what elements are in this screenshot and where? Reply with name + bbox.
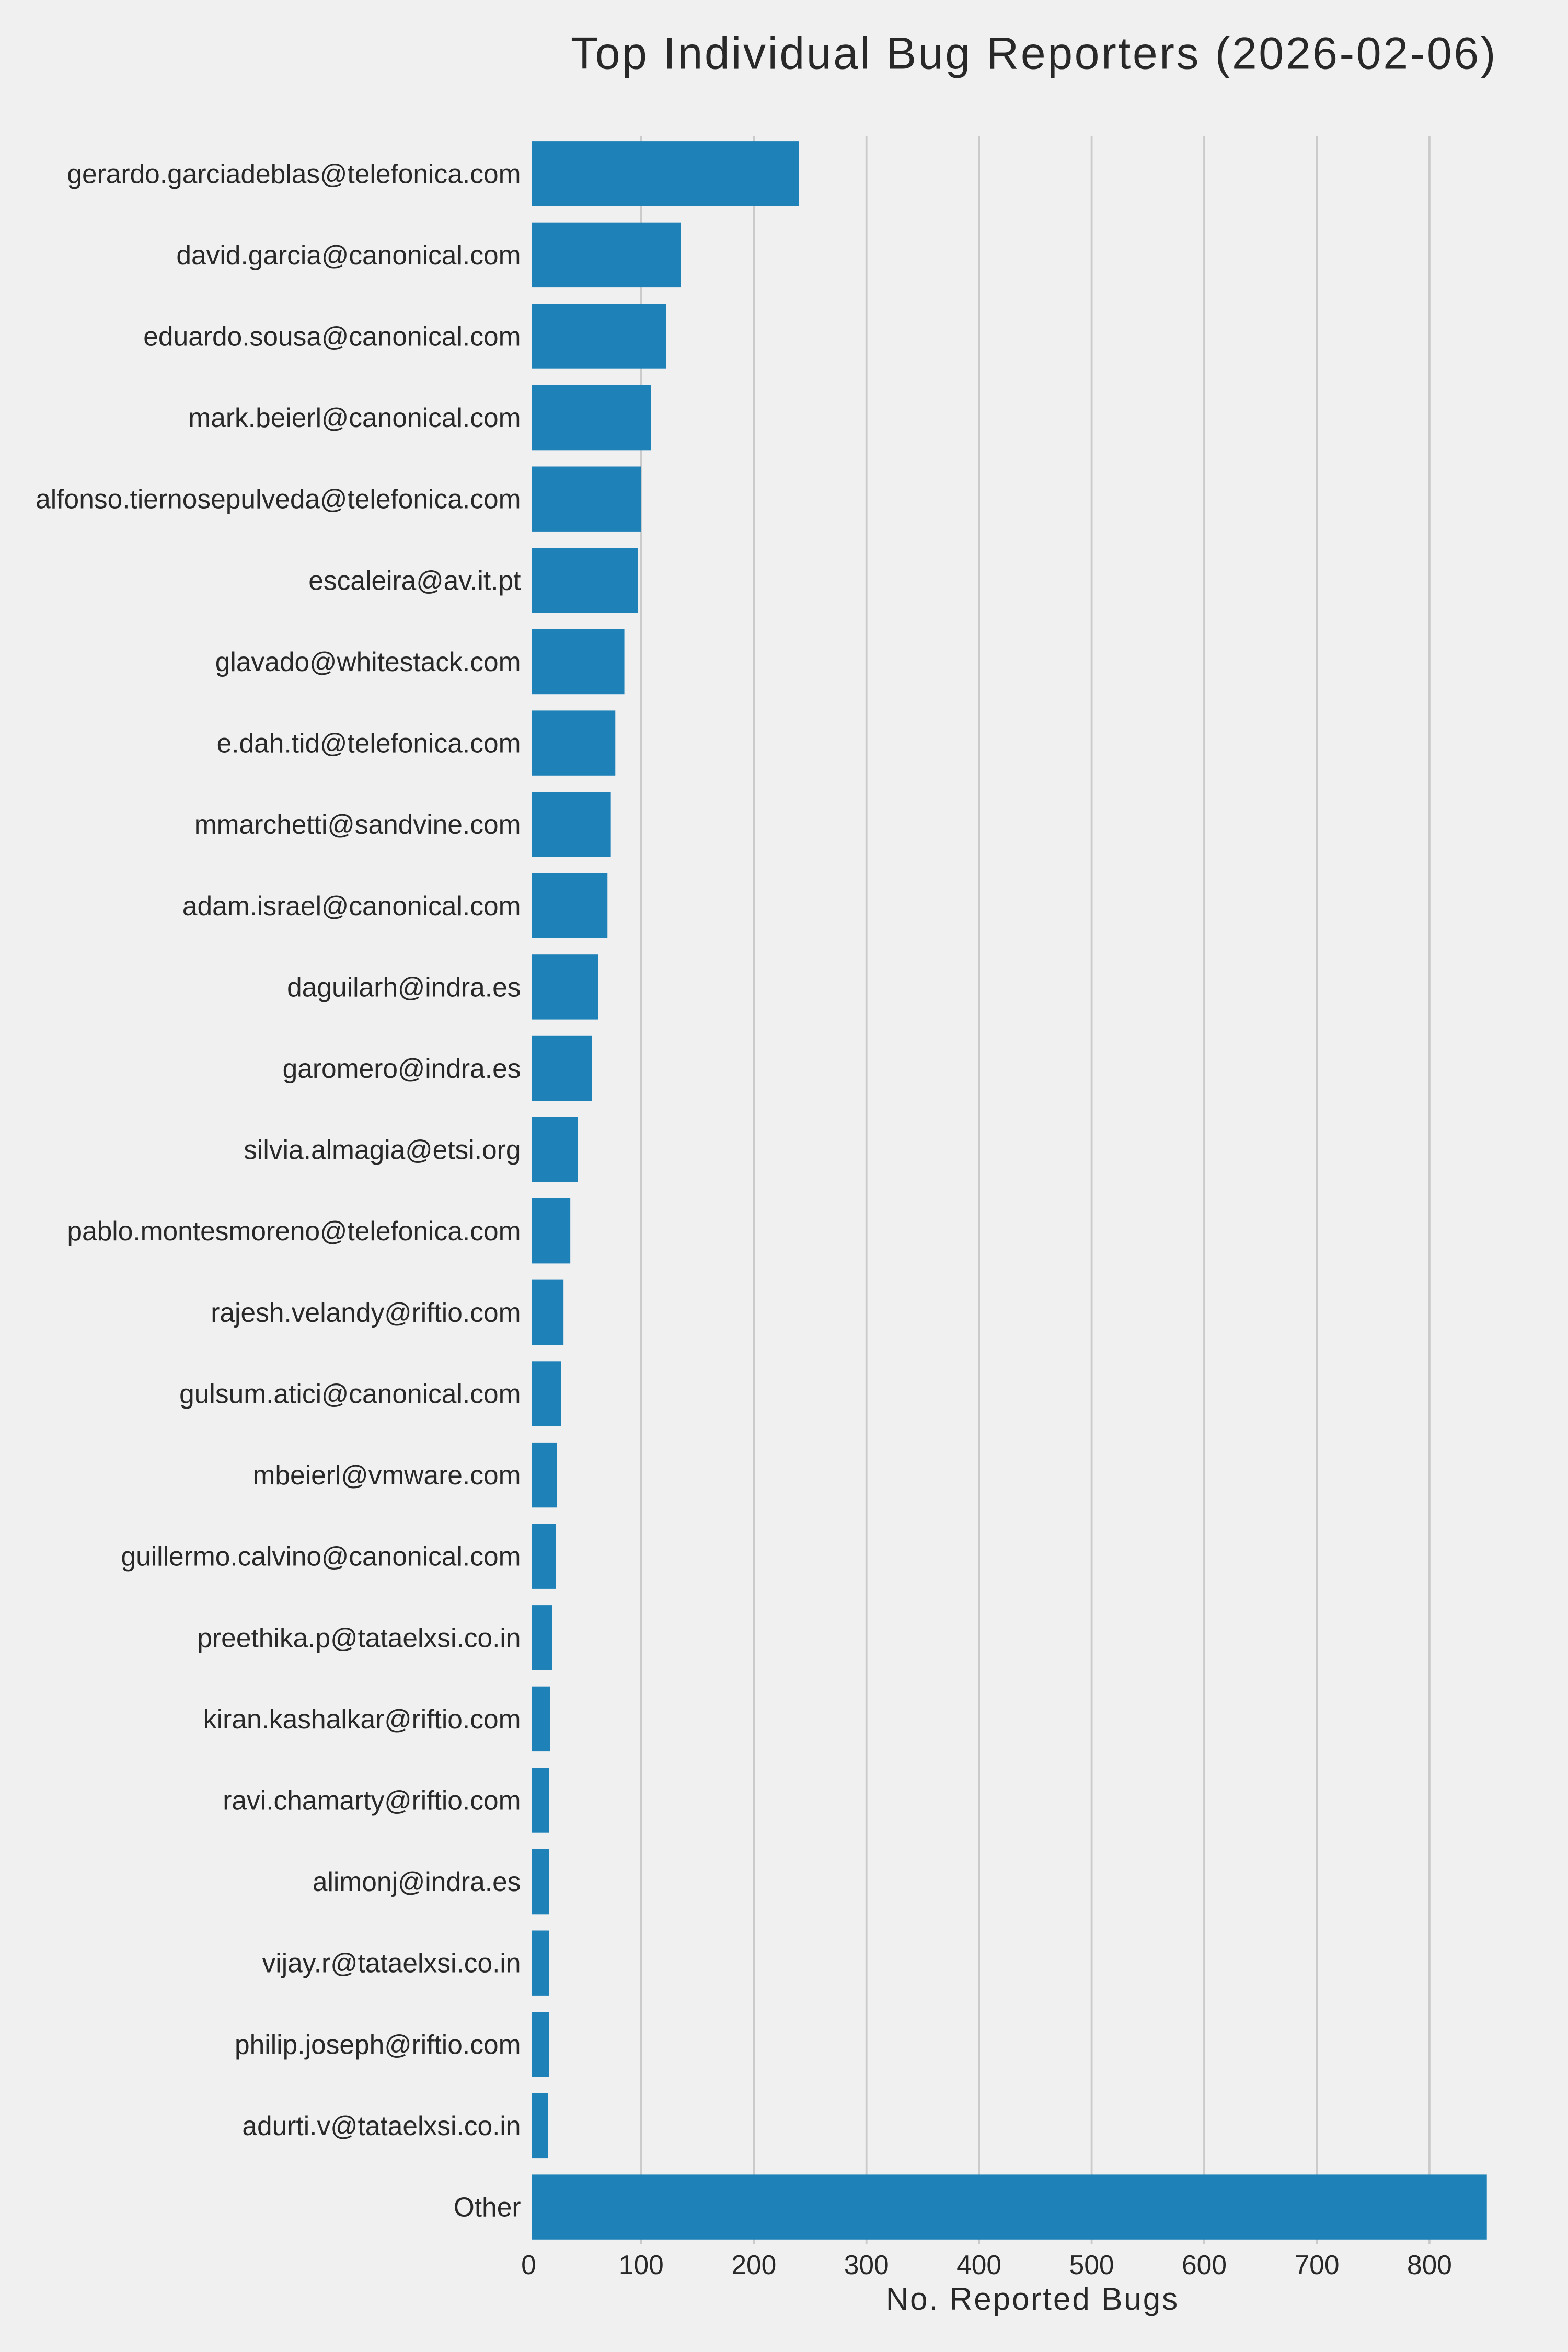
svg-text:rajesh.velandy@riftio.com: rajesh.velandy@riftio.com <box>211 1297 521 1328</box>
svg-text:Top Individual Bug Reporters (: Top Individual Bug Reporters (2026-02-06… <box>571 29 1497 79</box>
svg-text:600: 600 <box>1182 2250 1227 2280</box>
svg-text:gerardo.garciadeblas@telefonic: gerardo.garciadeblas@telefonica.com <box>67 158 521 189</box>
svg-text:Other: Other <box>454 2192 521 2222</box>
svg-text:daguilarh@indra.es: daguilarh@indra.es <box>287 972 521 1002</box>
svg-text:glavado@whitestack.com: glavado@whitestack.com <box>215 647 521 677</box>
svg-text:alfonso.tiernosepulveda@telefo: alfonso.tiernosepulveda@telefonica.com <box>36 484 521 514</box>
svg-text:david.garcia@canonical.com: david.garcia@canonical.com <box>176 240 521 270</box>
svg-text:100: 100 <box>619 2250 664 2280</box>
svg-text:alimonj@indra.es: alimonj@indra.es <box>313 1866 521 1897</box>
svg-text:200: 200 <box>731 2250 776 2280</box>
svg-text:800: 800 <box>1407 2250 1452 2280</box>
svg-text:vijay.r@tataelxsi.co.in: vijay.r@tataelxsi.co.in <box>262 1948 521 1978</box>
svg-text:gulsum.atici@canonical.com: gulsum.atici@canonical.com <box>179 1379 521 1409</box>
svg-text:400: 400 <box>956 2250 1001 2280</box>
svg-text:preethika.p@tataelxsi.co.in: preethika.p@tataelxsi.co.in <box>197 1622 521 1653</box>
svg-text:silvia.almagia@etsi.org: silvia.almagia@etsi.org <box>244 1135 521 1165</box>
svg-text:mmarchetti@sandvine.com: mmarchetti@sandvine.com <box>194 809 521 839</box>
svg-text:escaleira@av.it.pt: escaleira@av.it.pt <box>308 565 521 595</box>
svg-text:mbeierl@vmware.com: mbeierl@vmware.com <box>252 1460 521 1490</box>
svg-text:adam.israel@canonical.com: adam.israel@canonical.com <box>182 891 521 921</box>
svg-text:philip.joseph@riftio.com: philip.joseph@riftio.com <box>235 2029 521 2059</box>
svg-text:eduardo.sousa@canonical.com: eduardo.sousa@canonical.com <box>143 321 521 352</box>
svg-text:0: 0 <box>521 2250 536 2280</box>
svg-text:e.dah.tid@telefonica.com: e.dah.tid@telefonica.com <box>217 728 521 758</box>
svg-text:adurti.v@tataelxsi.co.in: adurti.v@tataelxsi.co.in <box>242 2111 521 2141</box>
svg-text:pablo.montesmoreno@telefonica.: pablo.montesmoreno@telefonica.com <box>67 1216 521 1246</box>
svg-text:No. Reported Bugs: No. Reported Bugs <box>886 2281 1179 2316</box>
svg-text:300: 300 <box>844 2250 889 2280</box>
svg-text:guillermo.calvino@canonical.co: guillermo.calvino@canonical.com <box>121 1541 521 1572</box>
svg-text:kiran.kashalkar@riftio.com: kiran.kashalkar@riftio.com <box>203 1704 521 1734</box>
svg-text:ravi.chamarty@riftio.com: ravi.chamarty@riftio.com <box>223 1785 521 1816</box>
svg-text:700: 700 <box>1295 2250 1340 2280</box>
svg-text:garomero@indra.es: garomero@indra.es <box>283 1053 521 1083</box>
svg-text:500: 500 <box>1069 2250 1114 2280</box>
svg-text:mark.beierl@canonical.com: mark.beierl@canonical.com <box>188 402 521 433</box>
